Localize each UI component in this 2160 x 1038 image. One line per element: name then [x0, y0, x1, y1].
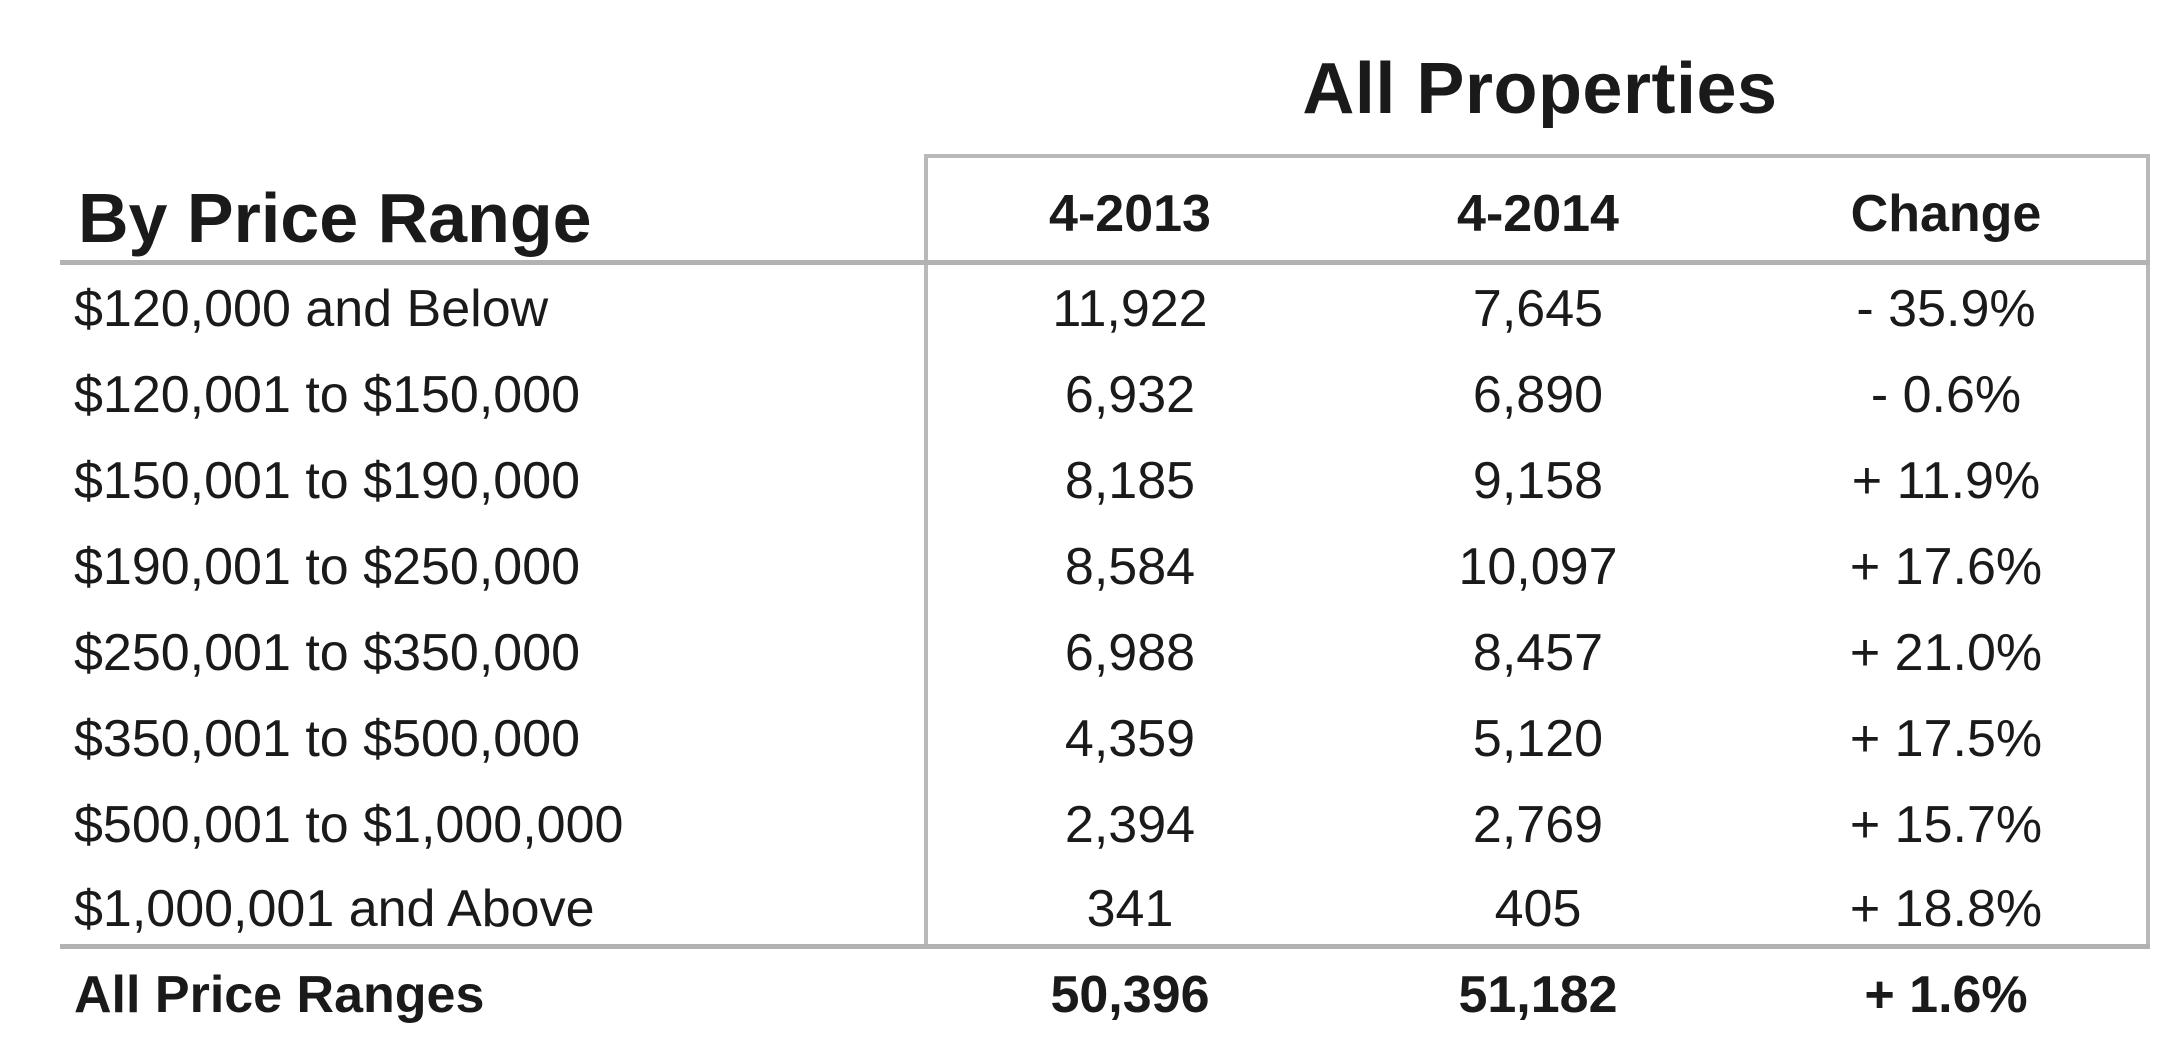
- total-label: All Price Ranges: [74, 966, 485, 1024]
- total-divider: [60, 944, 2150, 949]
- column-header-2014: 4-2014: [1457, 185, 1619, 243]
- value-2013: 8,185: [1064, 452, 1196, 510]
- value-2013: 4,359: [1064, 710, 1196, 768]
- change-value: + 18.8%: [1849, 880, 2043, 938]
- change-value: + 17.6%: [1849, 538, 2043, 596]
- total-2014: 51,182: [1458, 966, 1618, 1024]
- table-row: $500,001 to $1,000,000 2,394 2,769 + 15.…: [0, 782, 2160, 868]
- value-2013: 8,584: [1064, 538, 1196, 596]
- value-2014: 9,158: [1472, 452, 1604, 510]
- price-range-label: $500,001 to $1,000,000: [74, 796, 624, 854]
- value-2013: 6,932: [1064, 366, 1196, 424]
- price-range-label: $150,001 to $190,000: [74, 452, 581, 510]
- change-value: - 0.6%: [1870, 366, 2022, 424]
- change-value: - 35.9%: [1856, 280, 2036, 338]
- change-value: + 21.0%: [1849, 624, 2043, 682]
- table-row: $150,001 to $190,000 8,185 9,158 + 11.9%: [0, 438, 2160, 524]
- value-2014: 2,769: [1472, 796, 1604, 854]
- table-row: $1,000,001 and Above 341 405 + 18.8%: [0, 866, 2160, 952]
- value-2014: 5,120: [1472, 710, 1604, 768]
- price-range-label: $1,000,001 and Above: [74, 880, 595, 938]
- change-value: + 15.7%: [1849, 796, 2043, 854]
- column-header-change: Change: [1850, 185, 2042, 243]
- value-2013: 341: [1086, 880, 1174, 938]
- section-title: By Price Range: [78, 179, 592, 257]
- table-row: $190,001 to $250,000 8,584 10,097 + 17.6…: [0, 524, 2160, 610]
- value-2013: 6,988: [1064, 624, 1196, 682]
- value-2013: 2,394: [1064, 796, 1196, 854]
- table-row: $350,001 to $500,000 4,359 5,120 + 17.5%: [0, 696, 2160, 782]
- data-columns-box: [924, 154, 2150, 946]
- price-range-label: $120,000 and Below: [74, 280, 549, 338]
- price-range-label: $350,001 to $500,000: [74, 710, 581, 768]
- table-row: $120,001 to $150,000 6,932 6,890 - 0.6%: [0, 352, 2160, 438]
- value-2014: 10,097: [1458, 538, 1618, 596]
- price-range-label: $250,001 to $350,000: [74, 624, 581, 682]
- value-2014: 6,890: [1472, 366, 1604, 424]
- value-2014: 8,457: [1472, 624, 1604, 682]
- group-title: All Properties: [1302, 49, 1778, 129]
- value-2013: 11,922: [1052, 280, 1208, 338]
- header-divider: [60, 260, 2150, 265]
- total-row: All Price Ranges 50,396 51,182 + 1.6%: [0, 952, 2160, 1038]
- table-row: $250,001 to $350,000 6,988 8,457 + 21.0%: [0, 610, 2160, 696]
- total-2013: 50,396: [1050, 966, 1210, 1024]
- table-row: $120,000 and Below 11,922 7,645 - 35.9%: [0, 266, 2160, 352]
- price-range-label: $190,001 to $250,000: [74, 538, 581, 596]
- column-header-2013: 4-2013: [1049, 185, 1211, 243]
- value-2014: 7,645: [1472, 280, 1604, 338]
- change-value: + 11.9%: [1851, 452, 2041, 510]
- price-range-label: $120,001 to $150,000: [74, 366, 581, 424]
- total-change: + 1.6%: [1864, 966, 2028, 1024]
- change-value: + 17.5%: [1849, 710, 2043, 768]
- value-2014: 405: [1494, 880, 1582, 938]
